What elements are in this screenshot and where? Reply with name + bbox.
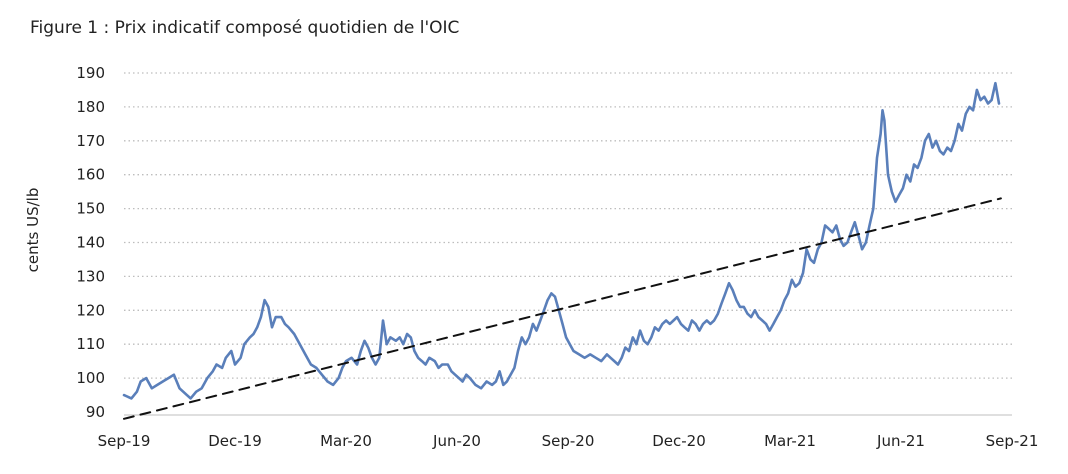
y-axis-label: cents US/lb xyxy=(24,188,42,273)
x-tick-Sep-20: Sep-20 xyxy=(542,432,595,450)
chart-title: Figure 1 : Prix indicatif composé quotid… xyxy=(30,18,460,38)
x-tick-Mar-21: Mar-21 xyxy=(764,432,816,450)
price-line xyxy=(122,81,1001,400)
y-tick-180: 180 xyxy=(76,98,105,116)
y-tick-150: 150 xyxy=(76,200,105,218)
x-tick-Dec-19: Dec-19 xyxy=(208,432,262,450)
x-tick-Mar-20: Mar-20 xyxy=(320,432,372,450)
x-tick-Sep-21: Sep-21 xyxy=(986,432,1039,450)
x-tick-Dec-20: Dec-20 xyxy=(652,432,706,450)
y-tick-130: 130 xyxy=(76,267,105,285)
x-tick-Sep-19: Sep-19 xyxy=(98,432,151,450)
gridlines xyxy=(124,72,1012,379)
trend-line xyxy=(123,197,1002,420)
y-tick-160: 160 xyxy=(76,166,105,184)
x-tick-Jun-20: Jun-20 xyxy=(432,432,481,450)
y-axis-ticks: 90 100 110 120 130 140 150 160 170 180 190 xyxy=(76,64,105,421)
y-tick-90: 90 xyxy=(86,403,105,421)
y-tick-110: 110 xyxy=(76,335,105,353)
series-layer xyxy=(122,81,1002,420)
x-axis-ticks: Sep-19 Dec-19 Mar-20 Jun-20 Sep-20 Dec-20 Mar-… xyxy=(98,432,1039,450)
y-tick-190: 190 xyxy=(76,64,105,82)
y-tick-170: 170 xyxy=(76,132,105,150)
y-tick-100: 100 xyxy=(76,369,105,387)
y-tick-140: 140 xyxy=(76,234,105,252)
y-tick-120: 120 xyxy=(76,301,105,319)
x-tick-Jun-21: Jun-21 xyxy=(876,432,925,450)
